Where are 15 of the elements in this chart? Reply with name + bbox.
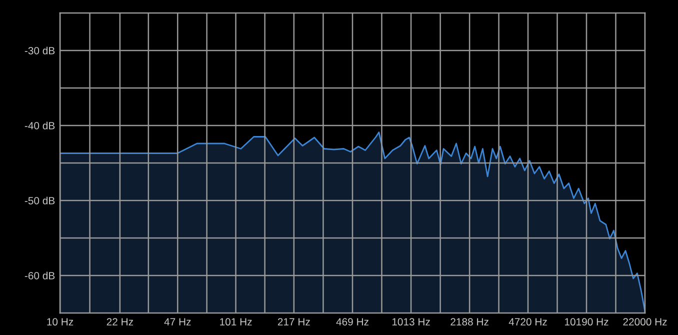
x-tick-label: 10190 Hz bbox=[565, 318, 608, 326]
x-tick-label: 4720 Hz bbox=[508, 318, 547, 326]
x-tick-label: 10 Hz bbox=[47, 318, 74, 326]
y-tick-label: -50 dB bbox=[24, 196, 55, 204]
x-tick-label: 217 Hz bbox=[278, 318, 310, 326]
x-tick-label: 22000 Hz bbox=[623, 318, 667, 326]
x-tick-label: 47 Hz bbox=[164, 318, 191, 326]
y-tick-label: -60 dB bbox=[24, 272, 55, 280]
y-tick-label: -40 dB bbox=[24, 122, 55, 130]
x-tick-label: 2188 Hz bbox=[450, 318, 488, 326]
x-tick-label: 101 Hz bbox=[220, 318, 252, 326]
x-tick-label: 22 Hz bbox=[106, 318, 134, 326]
x-tick-label: 469 Hz bbox=[336, 318, 368, 326]
x-tick-label: 1013 Hz bbox=[392, 318, 430, 326]
y-tick-label: -30 dB bbox=[24, 46, 55, 54]
